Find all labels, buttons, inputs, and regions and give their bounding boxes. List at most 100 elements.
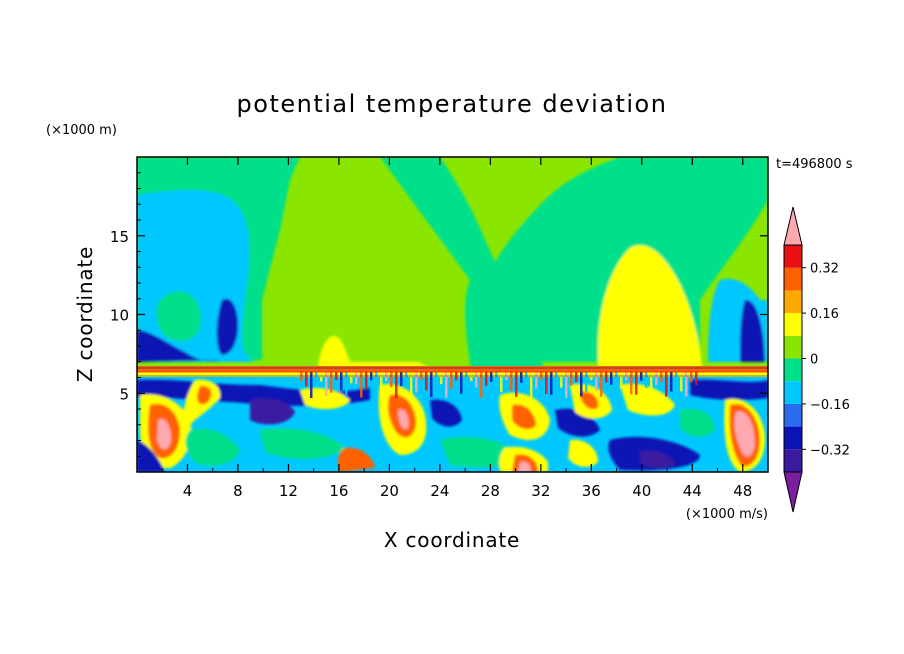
contour-field <box>137 157 768 472</box>
x-tick-label: 4 <box>183 482 193 500</box>
colorbar-tick-label: 0 <box>810 353 818 368</box>
y-axis: 5 10 15 <box>110 172 768 457</box>
x-axis-title: X coordinate <box>384 528 520 552</box>
y-unit-label: (×1000 m) <box>46 123 117 138</box>
x-tick-label: 12 <box>279 482 298 500</box>
ripple-streak <box>695 372 698 385</box>
ripple-streak <box>390 372 393 388</box>
ripple-streak <box>435 372 438 384</box>
ripple-streak <box>570 372 573 386</box>
colorbar-band <box>784 381 802 404</box>
ripple-streak <box>630 372 633 395</box>
ripple-streak <box>445 372 448 398</box>
ripple-streak <box>305 372 308 387</box>
region-middle-green <box>470 297 545 368</box>
ripple-streak <box>405 372 408 382</box>
ripple-streak <box>530 372 533 398</box>
ripple-streak <box>545 372 548 394</box>
ripple-streak <box>620 372 623 389</box>
ripple-streak <box>450 372 453 390</box>
ripple-streak <box>430 372 433 398</box>
interface-ripples <box>137 367 768 398</box>
ripple-streak <box>475 372 478 388</box>
x-tick-label: 20 <box>380 482 399 500</box>
x-tick-label: 32 <box>531 482 550 500</box>
colorbar-tick-label: −0.32 <box>810 443 850 458</box>
ripple-streak <box>645 372 648 389</box>
ripple-streak <box>685 372 688 397</box>
ripple-streak <box>550 372 553 395</box>
x-tick-label: 8 <box>233 482 243 500</box>
y-tick-label: 15 <box>110 228 129 246</box>
x-tick-label: 24 <box>430 482 449 500</box>
ripple-streak <box>515 372 518 397</box>
ripple-streak <box>355 372 358 384</box>
ripple-streak <box>565 372 568 398</box>
colorbar-band <box>784 426 802 450</box>
region-yellow-dome-right <box>598 245 702 368</box>
region-right-dark-column <box>740 299 765 362</box>
colorbar-band <box>784 245 802 268</box>
region-left-pocket <box>156 291 201 342</box>
colorbar-band <box>784 290 802 314</box>
ripple-streak <box>670 372 673 392</box>
region-yellow-dome-left <box>318 336 430 368</box>
ripple-streak <box>500 372 503 393</box>
x-tick-label: 28 <box>481 482 500 500</box>
region-left-dark-column <box>216 298 238 355</box>
chart-title: potential temperature deviation <box>237 90 668 118</box>
ripple-streak <box>330 372 333 393</box>
x-unit-label: (×1000 m/s) <box>686 507 768 522</box>
ripple-streak <box>310 372 313 398</box>
ripple-streak <box>575 372 578 383</box>
ripple-streak <box>510 372 513 391</box>
colorbar: −0.32 −0.16 0 0.16 0.32 <box>783 206 850 513</box>
x-tick-label: 48 <box>733 482 752 500</box>
ripple-streak <box>350 372 353 384</box>
ripple-streak <box>580 372 583 397</box>
ripple-streak <box>365 372 368 390</box>
x-axis: 4 8 12 16 20 24 28 32 36 40 44 48 <box>161 157 752 500</box>
x-tick-label: 40 <box>632 482 651 500</box>
y-axis-title: Z coordinate <box>73 246 97 382</box>
ripple-streak <box>395 372 398 398</box>
colorbar-band <box>784 358 802 382</box>
ripple-streak <box>585 372 588 392</box>
interface-band <box>137 366 768 372</box>
ripple-streak <box>460 372 463 394</box>
colorbar-tick-label: −0.16 <box>810 398 850 413</box>
ripple-streak <box>520 372 523 383</box>
time-label: t=496800 s <box>776 157 853 172</box>
ripple-streak <box>635 372 638 395</box>
ripple-streak <box>300 372 303 382</box>
colorbar-band <box>784 335 802 359</box>
ripple-streak <box>480 372 483 398</box>
ripple-streak <box>660 372 663 383</box>
ripple-streak <box>340 372 343 391</box>
ripple-streak <box>665 372 668 397</box>
colorbar-band <box>784 403 802 427</box>
ripple-streak <box>535 372 538 389</box>
ripple-streak <box>495 372 498 397</box>
x-tick-label: 36 <box>582 482 601 500</box>
ripple-streak <box>560 372 563 388</box>
colorbar-band <box>784 313 802 336</box>
ripple-streak <box>600 372 603 397</box>
ripple-streak <box>525 372 528 385</box>
y-tick-label: 10 <box>110 307 129 325</box>
ripple-streak <box>465 372 468 396</box>
ripple-streak <box>610 372 613 385</box>
ripple-streak <box>650 372 653 398</box>
x-tick-label: 16 <box>329 482 348 500</box>
ripple-streak <box>385 372 388 382</box>
colorbar-band <box>784 449 802 472</box>
colorbar-extend-bottom <box>783 471 803 513</box>
lower-turbulent-layer <box>137 379 768 472</box>
region-left-dark-strip <box>137 330 220 362</box>
ripple-streak <box>410 372 413 397</box>
ripple-streak <box>360 372 363 398</box>
ripple-streak <box>595 372 598 392</box>
y-tick-label: 5 <box>119 385 129 403</box>
ripple-streak <box>315 372 318 387</box>
